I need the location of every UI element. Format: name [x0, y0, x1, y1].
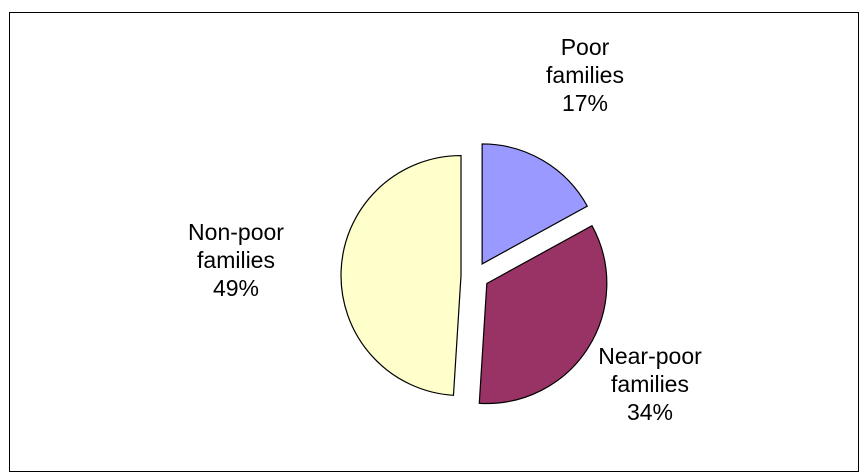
pie-slice-poor-families	[481, 143, 589, 265]
slice-label-poor-families: Poor families 17%	[546, 34, 624, 116]
pie-slice-non-poor-families	[340, 154, 462, 396]
slice-label-near-poor-families: Near-poor families 34%	[598, 343, 702, 425]
pie-slice-near-poor-families	[478, 224, 608, 405]
slice-label-non-poor-families: Non-poor families 49%	[188, 219, 284, 301]
